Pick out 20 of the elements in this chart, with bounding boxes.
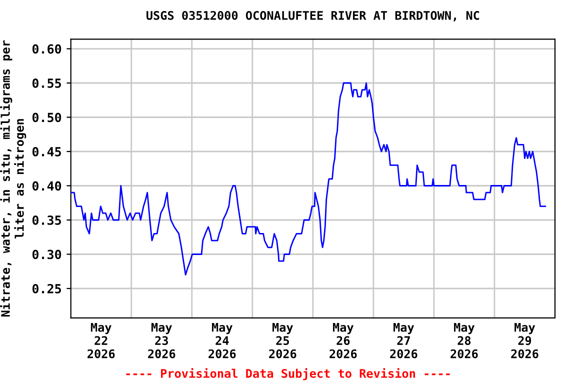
- x-tick-label: May 23 2026: [148, 323, 176, 358]
- x-tick-label: May 29 2026: [511, 323, 538, 358]
- x-tick-label: May 26 2026: [330, 323, 357, 358]
- y-tick-label: 0.35: [32, 215, 61, 225]
- y-tick-label: 0.25: [32, 284, 61, 294]
- line-series: [70, 82, 546, 276]
- y-tick-label: 0.60: [32, 44, 62, 54]
- text: ---- Provisional Data Subject to Revision ----: [126, 368, 450, 380]
- y-tick-label: 0.50: [32, 112, 62, 122]
- x-tick-label: May 27 2026: [390, 323, 418, 358]
- y-tick-label: 0.55: [32, 78, 61, 88]
- y-tick-label: 0.45: [32, 146, 61, 156]
- y-tick-label: 0.40: [32, 181, 62, 191]
- x-tick-label: May 22 2026: [88, 323, 115, 358]
- chart-title: USGS 03512000 OCONALUFTEE RIVER AT BIRDTOWN, NC: [146, 10, 480, 22]
- y-axis-title: Nitrate, water, in situ, milligrams per liter as nitrogen: [0, 40, 26, 316]
- x-tick-label: May 28 2026: [450, 323, 478, 358]
- x-tick-label: May 25 2026: [269, 323, 296, 358]
- x-tick-label: May 24 2026: [208, 323, 236, 358]
- y-tick-label: 0.30: [32, 250, 62, 260]
